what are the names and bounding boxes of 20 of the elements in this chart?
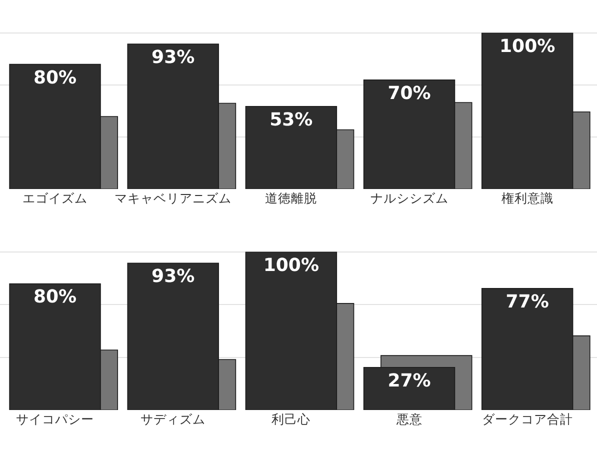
x-tick-label: サイコパシー xyxy=(16,412,94,426)
data-label: 53% xyxy=(270,109,313,130)
data-label: 27% xyxy=(388,370,431,392)
x-tick-label: サディズム xyxy=(140,412,206,426)
data-label: 70% xyxy=(388,82,431,104)
x-tick-label: マキャベリアニズム xyxy=(114,190,232,206)
x-tick-label: 利己心 xyxy=(272,412,311,426)
data-label: 93% xyxy=(152,266,195,288)
x-tick-label: ダークコア合計 xyxy=(482,412,573,426)
x-tick-label: 権利意識 xyxy=(501,190,554,206)
data-label: 100% xyxy=(263,255,319,276)
data-label: 80% xyxy=(33,286,77,308)
data-label: 93% xyxy=(152,47,195,68)
data-label: 100% xyxy=(500,36,556,58)
x-tick-label: 道徳離脱 xyxy=(265,190,318,206)
x-tick-label: エゴイズム xyxy=(22,190,88,206)
data-label: 77% xyxy=(506,291,549,312)
x-tick-label: 悪意 xyxy=(395,412,422,426)
data-label: 80% xyxy=(33,67,77,88)
x-tick-label: ナルシシズム xyxy=(370,190,448,206)
